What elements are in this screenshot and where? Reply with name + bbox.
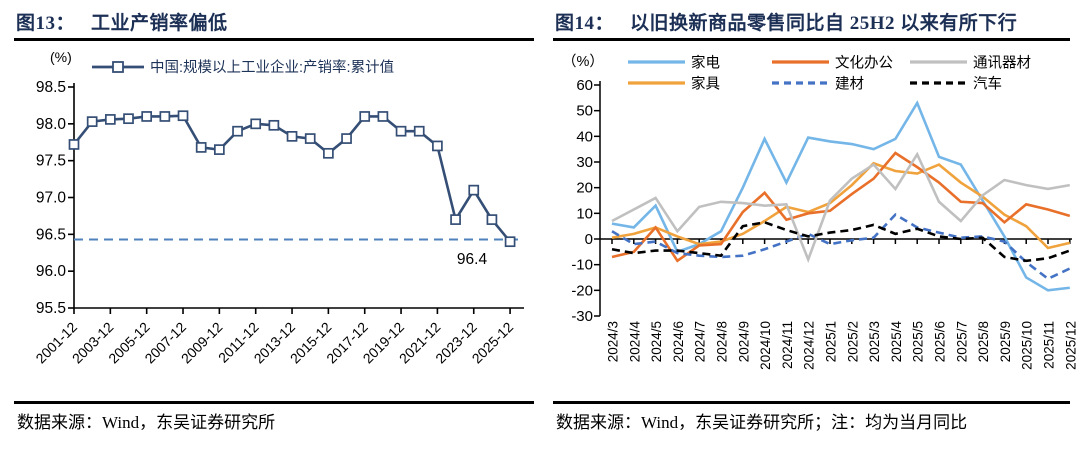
- svg-text:2024/7: 2024/7: [693, 321, 708, 362]
- svg-text:2025/10: 2025/10: [1020, 321, 1035, 370]
- svg-text:20: 20: [576, 180, 593, 197]
- svg-text:10: 10: [576, 205, 593, 222]
- reference-line-value-label: 96.4: [457, 251, 488, 268]
- svg-text:40: 40: [576, 128, 593, 145]
- figure13-bottom-rule: [14, 401, 534, 404]
- figure14-bottom-rule: [553, 401, 1070, 404]
- series-line-1: [611, 161, 1071, 250]
- svg-text:98.0: 98.0: [36, 116, 67, 133]
- svg-text:2025/5: 2025/5: [911, 321, 926, 362]
- svg-text:2024/3: 2024/3: [606, 321, 621, 362]
- svg-text:2024/10: 2024/10: [758, 321, 773, 370]
- svg-text:-20: -20: [571, 282, 593, 299]
- svg-text:2025/9: 2025/9: [998, 321, 1013, 362]
- svg-text:-30: -30: [571, 308, 593, 325]
- figure14-title-text: 以旧换新商品零售同比自 25H2 以来有所下行: [630, 13, 1018, 34]
- legend: 中国:规模以上工业企业:产销率:累计值: [92, 58, 394, 76]
- figure14-title-prefix: 图14：: [555, 13, 615, 34]
- svg-text:95.5: 95.5: [36, 300, 66, 317]
- y-axis-labels: 98.5 98.0 97.5 97.0 96.5 96.0 95.5 (%): [36, 49, 72, 317]
- figure13-title-text: 工业产销率偏低: [91, 13, 228, 34]
- svg-text:-10: -10: [571, 257, 593, 274]
- svg-text:2025-12: 2025-12: [469, 319, 517, 367]
- series-line-4: [611, 151, 1071, 264]
- series-line-3: [611, 212, 1071, 281]
- svg-text:2025/4: 2025/4: [889, 321, 904, 363]
- figure13-title-prefix: 图13：: [16, 13, 76, 34]
- x-axis-labels: 2001-122003-122005-122007-122009-122011-…: [32, 319, 516, 367]
- svg-text:97.0: 97.0: [36, 190, 67, 207]
- svg-text:中国:规模以上工业企业:产销率:累计值: 中国:规模以上工业企业:产销率:累计值: [150, 58, 394, 76]
- svg-text:家具: 家具: [691, 76, 720, 93]
- svg-text:60: 60: [576, 77, 593, 94]
- svg-text:2025/1: 2025/1: [824, 321, 839, 362]
- svg-text:50: 50: [576, 103, 593, 120]
- svg-text:2025/2: 2025/2: [845, 321, 860, 362]
- svg-text:2025/12: 2025/12: [1063, 321, 1078, 370]
- svg-text:97.5: 97.5: [36, 153, 66, 170]
- svg-text:96.0: 96.0: [36, 263, 67, 280]
- series-line-2: [611, 151, 1071, 263]
- series-line-5: [611, 220, 1071, 263]
- figure14-title-rule: [553, 38, 1070, 41]
- figure14-title: 图14： 以旧换新商品零售同比自 25H2 以来有所下行: [555, 8, 1017, 35]
- svg-text:2025/8: 2025/8: [976, 321, 991, 362]
- svg-text:96.5: 96.5: [36, 226, 66, 243]
- series-markers: [68, 110, 516, 248]
- figure14-source: 数据来源：Wind，东吴证券研究所；注：均为当月同比: [556, 413, 968, 432]
- svg-text:汽车: 汽车: [973, 76, 1002, 93]
- y-unit-label: （%）: [562, 53, 604, 70]
- axes: [68, 83, 524, 314]
- svg-text:2025/3: 2025/3: [867, 321, 882, 362]
- svg-text:2024/6: 2024/6: [671, 321, 686, 362]
- y-axis-labels: 60 50 40 30 20 10 0 -10 -20 -30 （%）: [562, 53, 604, 325]
- svg-text:文化办公: 文化办公: [835, 55, 893, 72]
- figure13-chart: 98.5 98.0 97.5 97.0 96.5 96.0 95.5 (%) 2001-1220…: [32, 49, 524, 367]
- svg-text:0: 0: [585, 231, 593, 248]
- svg-text:建材: 建材: [835, 76, 864, 93]
- svg-text:2024/11: 2024/11: [780, 321, 795, 369]
- svg-text:2025/11: 2025/11: [1042, 321, 1057, 369]
- svg-text:2025/6: 2025/6: [933, 321, 948, 362]
- svg-text:2024/12: 2024/12: [802, 321, 817, 370]
- series-line-0: [611, 100, 1070, 292]
- svg-text:2024/9: 2024/9: [736, 321, 751, 362]
- figure13-title-rule: [14, 38, 534, 41]
- figure13-source: 数据来源：Wind，东吴证券研究所: [17, 413, 276, 432]
- svg-text:2024/5: 2024/5: [649, 321, 664, 362]
- y-unit-label: (%): [50, 49, 72, 65]
- svg-text:98.5: 98.5: [36, 79, 66, 96]
- x-axis-labels: 2024/3 2024/4 2024/5 2024/6 2024/7 2024/8 2024…: [606, 321, 1079, 370]
- figure13-title: 图13： 工业产销率偏低: [16, 8, 228, 35]
- svg-text:2024/4: 2024/4: [627, 321, 642, 363]
- svg-text:2025/7: 2025/7: [954, 321, 969, 362]
- svg-text:30: 30: [576, 154, 593, 171]
- svg-text:家电: 家电: [691, 55, 720, 72]
- svg-text:2024/8: 2024/8: [715, 321, 730, 362]
- svg-text:通讯器材: 通讯器材: [973, 55, 1031, 72]
